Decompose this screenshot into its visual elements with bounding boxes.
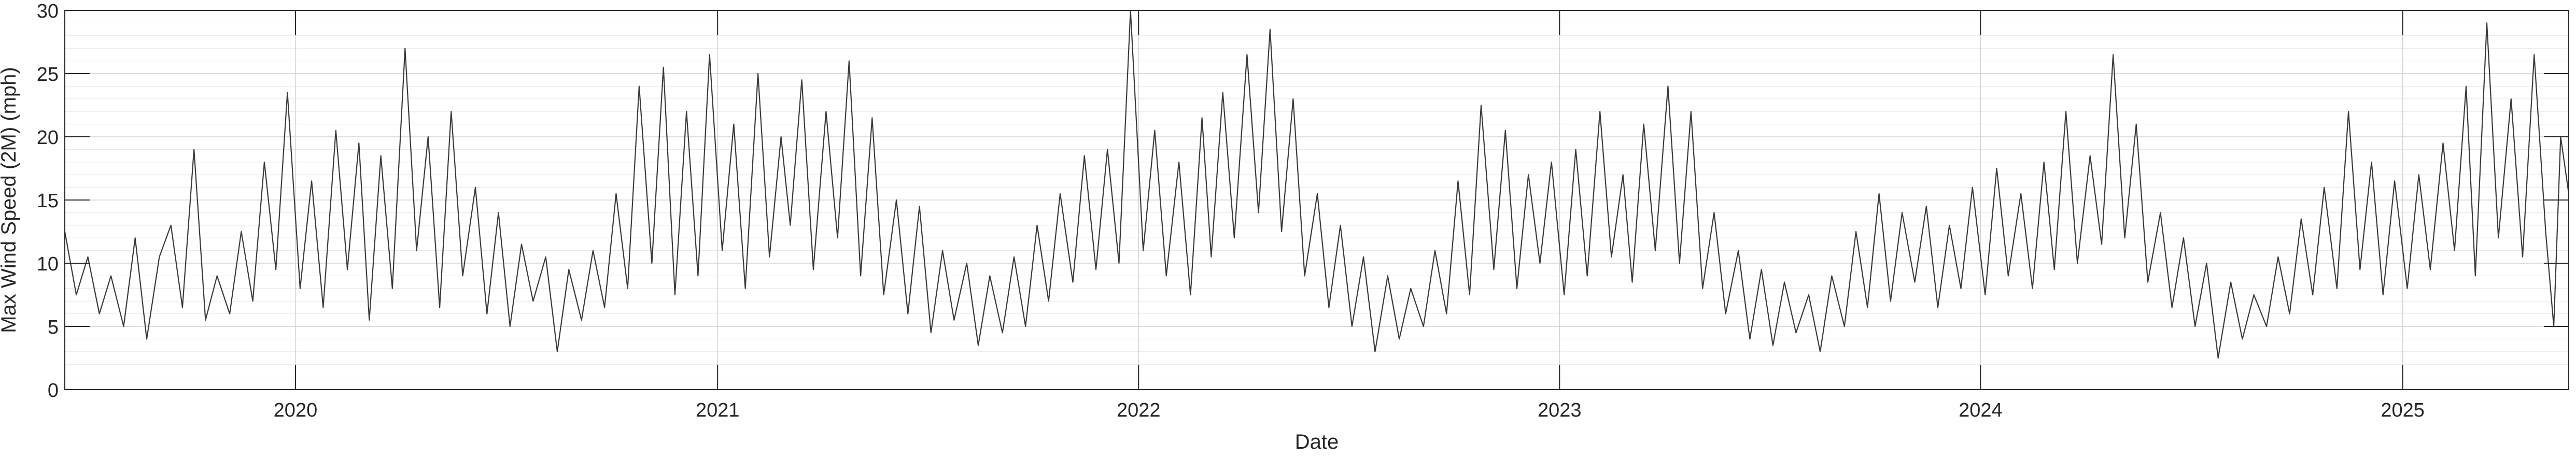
x-tick-label: 2024	[1959, 399, 2003, 421]
x-tick-label: 2021	[696, 399, 740, 421]
y-tick-label: 0	[48, 380, 59, 402]
y-tick-label: 15	[37, 190, 59, 212]
series-line	[64, 9, 2570, 359]
y-tick-labels: 0 5 10 15 20 25 30	[37, 1, 59, 402]
y-tick-label: 10	[37, 253, 59, 275]
y-tick-label: 25	[37, 64, 59, 85]
x-tick-label: 2025	[2381, 399, 2425, 421]
x-tick-label: 2020	[274, 399, 318, 421]
y-axis-label: Max Wind Speed (2M) (mph)	[0, 67, 20, 333]
ticks-layer	[65, 10, 2569, 390]
y-tick-label: 30	[37, 1, 59, 22]
x-tick-labels: 2020 2021 2022 2023 2024 2025	[274, 399, 2425, 421]
minor-grid	[65, 22, 2569, 378]
y-tick-label: 5	[48, 317, 59, 338]
x-tick-label: 2022	[1117, 399, 1161, 421]
series-layer	[64, 9, 2570, 359]
x-axis-label: Date	[1295, 431, 1339, 453]
x-tick-label: 2023	[1538, 399, 1582, 421]
y-tick-label: 20	[37, 127, 59, 149]
